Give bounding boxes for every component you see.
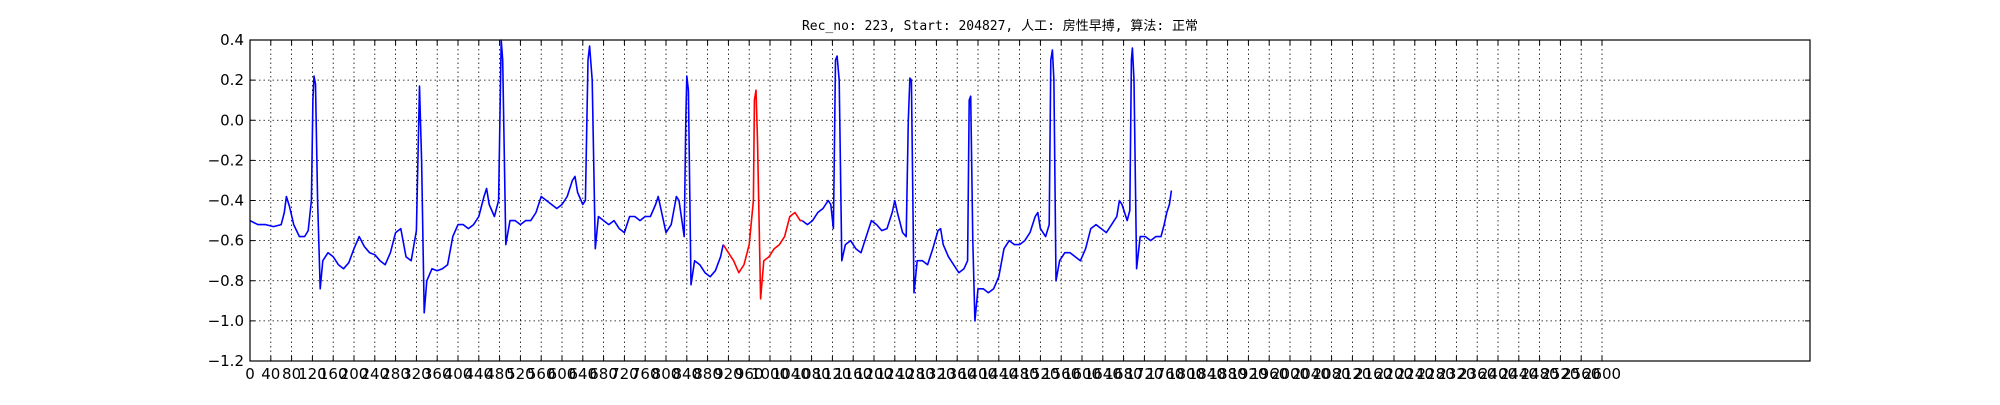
y-tick-label: −0.4	[208, 192, 244, 210]
x-tick-label: 1760	[1146, 365, 1184, 383]
x-tick-label: 760	[631, 365, 660, 383]
y-tick-label: −0.6	[208, 232, 244, 250]
x-tick-label: 2240	[1396, 365, 1434, 383]
x-tick-label: 1480	[1001, 365, 1039, 383]
x-tick-label: 2520	[1541, 365, 1579, 383]
x-tick-label: 80	[282, 365, 301, 383]
x-tick-label: 840	[672, 365, 701, 383]
x-tick-label: 520	[506, 365, 535, 383]
x-tick-label: 1640	[1084, 365, 1122, 383]
x-tick-label: 2360	[1458, 365, 1496, 383]
y-tick-label: −1.0	[208, 312, 244, 330]
x-tick-label: 1280	[897, 365, 935, 383]
y-tick-label: 0.0	[220, 111, 244, 129]
x-tick-label: 680	[589, 365, 618, 383]
series-layer	[249, 39, 1173, 322]
x-tick-label: 1960	[1250, 365, 1288, 383]
x-tick-label: 1080	[793, 365, 831, 383]
x-tick-label: 240	[360, 365, 389, 383]
x-tick-label: 1440	[980, 365, 1018, 383]
x-tick-label: 440	[464, 365, 493, 383]
x-tick-label: 120	[298, 365, 327, 383]
x-tick-label: 480	[485, 365, 514, 383]
x-tick-label: 640	[568, 365, 597, 383]
x-tick-label: 1600	[1063, 365, 1101, 383]
x-tick-label: 2120	[1333, 365, 1371, 383]
x-tick-label: 1400	[959, 365, 997, 383]
y-tick-label: −0.8	[208, 272, 244, 290]
x-tick-label: 800	[652, 365, 681, 383]
x-tick-label: 2400	[1479, 365, 1517, 383]
x-tick-label: 2560	[1562, 365, 1600, 383]
x-tick-label: 1520	[1021, 365, 1059, 383]
x-tick-label: 320	[402, 365, 431, 383]
x-tick-label: 920	[714, 365, 743, 383]
y-tick-label: 0.4	[220, 31, 244, 49]
x-tick-label: 200	[340, 365, 369, 383]
x-tick-label: 2480	[1521, 365, 1559, 383]
x-tick-label: 1120	[813, 365, 851, 383]
x-tick-label: 1560	[1042, 365, 1080, 383]
x-tick-label: 40	[261, 365, 280, 383]
ecg-series-line-1	[249, 39, 724, 314]
x-tick-label: 1880	[1209, 365, 1247, 383]
x-tick-label: 2280	[1417, 365, 1455, 383]
x-tick-label: 960	[735, 365, 764, 383]
x-tick-label: 2160	[1354, 365, 1392, 383]
x-tick-label: 1000	[751, 365, 789, 383]
y-tick-label: 0.2	[220, 71, 244, 89]
x-tick-label: 2040	[1292, 365, 1330, 383]
x-tick-label: 880	[693, 365, 722, 383]
y-tick-label: −0.2	[208, 151, 244, 169]
x-tick-label: 600	[548, 365, 577, 383]
grid-layer	[250, 39, 1810, 362]
y-tick-label: −1.2	[208, 352, 244, 370]
x-tick-label: 1800	[1167, 365, 1205, 383]
tick-layer: 0.40.20.0−0.2−0.4−0.6−0.8−1.0−1.20 40 8012…	[208, 31, 1810, 383]
x-tick-label: 720	[610, 365, 639, 383]
x-tick-label: 1200	[855, 365, 893, 383]
ecg-series-line-2	[722, 89, 803, 300]
x-tick-label: 2440	[1500, 365, 1538, 383]
x-tick-label: 2200	[1375, 365, 1413, 383]
chart-title: Rec_no: 223, Start: 204827, 人工: 房性早搏, 算法…	[802, 18, 1198, 34]
x-tick-label: 280	[381, 365, 410, 383]
x-tick-label: 1720	[1125, 365, 1163, 383]
x-tick-label: 1320	[917, 365, 955, 383]
x-tick-label: 160	[319, 365, 348, 383]
x-tick-label: 1840	[1188, 365, 1226, 383]
x-tick-label: 2000	[1271, 365, 1309, 383]
x-tick-label: 360	[423, 365, 452, 383]
x-tick-label: 1240	[876, 365, 914, 383]
x-tick-label: 1680	[1105, 365, 1143, 383]
x-tick-label: 1160	[834, 365, 872, 383]
x-tick-label: 2080	[1313, 365, 1351, 383]
ecg-series-line-3	[801, 47, 1173, 322]
x-tick-label: 560	[527, 365, 556, 383]
x-tick-label: 400	[444, 365, 473, 383]
x-tick-label: 1920	[1229, 365, 1267, 383]
x-tick-label: 1040	[772, 365, 810, 383]
x-tick-label: 1360	[938, 365, 976, 383]
x-tick-label: 2320	[1437, 365, 1475, 383]
x-tick-label: 2600	[1583, 365, 1621, 383]
x-tick-label: 0	[245, 365, 255, 383]
